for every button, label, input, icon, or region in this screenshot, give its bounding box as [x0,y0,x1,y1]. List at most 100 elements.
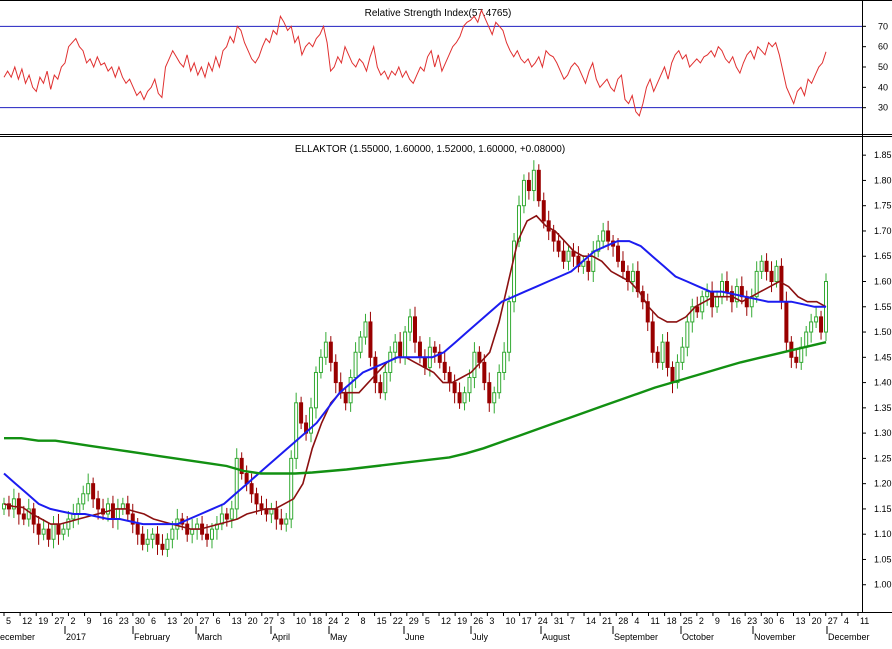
price-ytick-label: 1.80 [874,175,892,185]
candle-body [759,260,764,272]
rsi-ytick-label: 70 [878,21,888,31]
candle-body [586,260,591,272]
candle-body [685,321,690,348]
x-tick-label: 30 [763,616,773,626]
candle-body [482,361,487,384]
candle-body [675,361,680,384]
candle-body [541,200,546,222]
x-tick-label: 22 [393,616,403,626]
candle-body [86,483,91,495]
price-ytick-label: 1.40 [874,378,892,388]
x-tick-label: 19 [38,616,48,626]
x-tick-label: 15 [377,616,387,626]
candle-body [36,523,41,535]
candle-body [487,382,492,404]
candle-body [353,351,358,379]
candle-body [259,503,264,510]
candle-body [650,321,655,353]
candle-body [274,508,279,520]
candle-body [140,533,145,545]
x-tick-label: 26 [473,616,483,626]
candle-body [96,498,101,510]
candle-body [804,331,809,348]
month-label: June [405,632,425,642]
candle-body [630,270,635,283]
candle-body [31,508,36,525]
candle-body [51,523,56,540]
candle-body [432,346,437,353]
candle-body [417,341,422,358]
candle-body [556,240,561,252]
rsi-line [3,8,827,117]
candle-body [769,270,774,283]
candle-body [229,508,234,520]
month-label: December [828,632,870,642]
candle-body [150,533,155,540]
candle-body [774,265,779,283]
price-ytick-label: 1.50 [874,327,892,337]
candle-body [388,351,393,373]
x-tick-label: 6 [151,616,156,626]
candle-body [76,503,81,515]
price-ytick-label: 1.60 [874,277,892,287]
candle-body [794,356,799,363]
x-tick-label: 4 [634,616,639,626]
candle-body [299,402,304,424]
candle-body [105,503,110,515]
x-tick-label: 3 [280,616,285,626]
month-label: November [754,632,796,642]
candle-body [437,351,442,363]
x-tick-label: 21 [602,616,612,626]
candle-body [309,407,314,434]
price-panel: ELLAKTOR (1.55000, 1.60000, 1.52000, 1.6… [2,144,892,590]
month-label: May [330,632,348,642]
candle-body [46,528,51,540]
candle-body [160,543,165,550]
candle-body [531,169,536,192]
candle-body [323,341,328,358]
x-tick-label: 20 [183,616,193,626]
candle-body [502,351,507,373]
price-ytick-label: 1.65 [874,251,892,261]
candle-body [819,316,824,333]
candle-body [452,382,457,394]
candle-body [135,523,140,535]
candle-body [710,291,715,308]
x-tick-label: 11 [860,616,869,626]
candle-body [516,205,521,242]
candle-body [408,316,413,333]
rsi-ytick-label: 40 [878,82,888,92]
candle-body [313,371,318,409]
x-tick-label: 18 [312,616,322,626]
x-tick-label: 28 [618,616,628,626]
candle-body [670,366,675,384]
x-axis: 5 12 19 27 2 9 16 23 30 6 13 20 27 6 13 20 27 3 10 18 24 2 8 15… [0,612,892,642]
candle-body [279,518,284,525]
candle-body [403,331,408,358]
price-ytick-label: 1.15 [874,504,892,514]
price-ytick-label: 1.85 [874,150,892,160]
x-tick-label: 16 [731,616,741,626]
x-tick-label: 10 [505,616,515,626]
candle-body [249,483,254,495]
candle-body [383,371,388,394]
x-tick-label: 30 [135,616,145,626]
candle-body [457,392,462,404]
x-tick-label: 5 [6,616,11,626]
month-label: July [472,632,489,642]
price-ytick-label: 1.10 [874,529,892,539]
x-tick-label: 27 [264,616,274,626]
candle-body [11,498,16,510]
candle-body [110,503,115,520]
candle-body [333,361,338,384]
candle-body [616,245,621,262]
candle-body [635,270,640,293]
candle-body [724,281,729,293]
candle-body [26,508,31,520]
x-tick-label: 2 [70,616,75,626]
candle-body [660,341,665,363]
price-ytick-label: 1.30 [874,428,892,438]
x-tick-label: 13 [232,616,242,626]
x-tick-label: 7 [570,616,575,626]
